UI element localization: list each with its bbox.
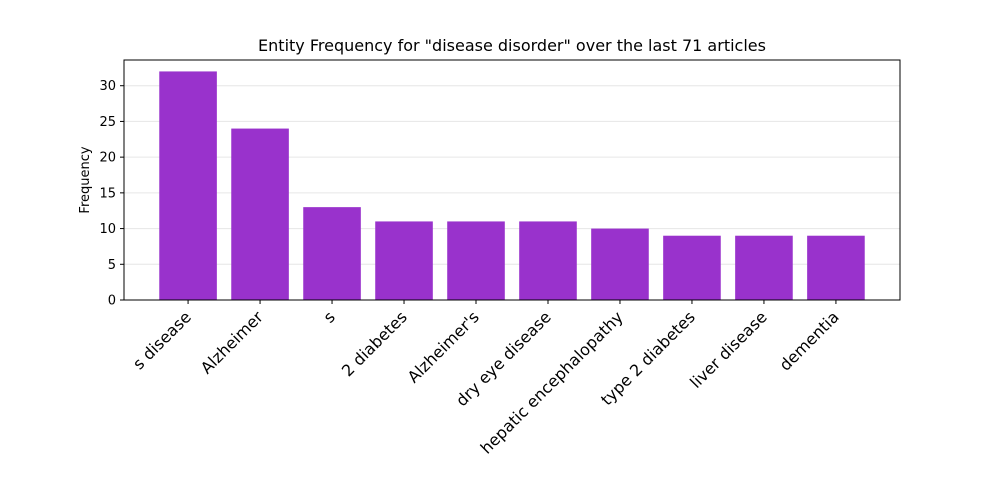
bar-3	[375, 221, 433, 300]
x-tick-label: Alzheimer	[197, 307, 267, 377]
y-axis-label: Frequency	[78, 146, 93, 213]
bars	[159, 71, 865, 300]
y-tick-label: 0	[108, 294, 116, 309]
bar-6	[591, 228, 649, 300]
bar-4	[447, 221, 505, 300]
bar-8	[735, 235, 793, 300]
bar-5	[519, 221, 577, 300]
x-tick-label: dementia	[776, 307, 843, 374]
y-tick-label: 25	[99, 115, 116, 130]
y-tick-label: 5	[108, 258, 116, 273]
y-tick-label: 30	[99, 79, 116, 94]
y-axis-ticks: 0 5 10 15 20 25 30	[99, 79, 124, 309]
y-tick-label: 10	[99, 222, 116, 237]
bar-9	[807, 235, 865, 300]
x-tick-label: Alzheimer's	[404, 307, 483, 386]
x-tick-label: liver disease	[686, 307, 771, 392]
bar-1	[231, 128, 289, 300]
chart-title: Entity Frequency for "disease disorder" …	[258, 36, 766, 55]
x-tick-label: s	[320, 307, 339, 326]
x-tick-label: hepatic encephalopathy	[477, 307, 627, 457]
bar-0	[159, 71, 217, 300]
x-tick-label: 2 diabetes	[338, 307, 411, 380]
bar-7	[663, 235, 721, 300]
x-tick-label: s disease	[129, 307, 195, 373]
x-axis-ticks: s disease Alzheimer s 2 diabetesAlzheimer's…	[129, 300, 843, 458]
y-tick-label: 20	[99, 151, 116, 166]
y-tick-label: 15	[99, 186, 116, 201]
plot-area-frame	[123, 59, 901, 301]
bar-2	[303, 207, 361, 300]
